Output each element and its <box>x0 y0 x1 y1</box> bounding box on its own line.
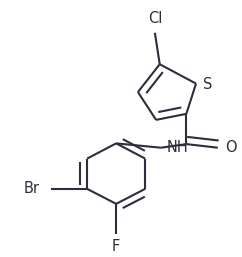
Text: S: S <box>203 77 213 91</box>
Text: F: F <box>112 239 120 254</box>
Text: Br: Br <box>24 181 40 196</box>
Text: O: O <box>225 140 237 155</box>
Text: Cl: Cl <box>148 11 162 25</box>
Text: NH: NH <box>167 140 189 155</box>
